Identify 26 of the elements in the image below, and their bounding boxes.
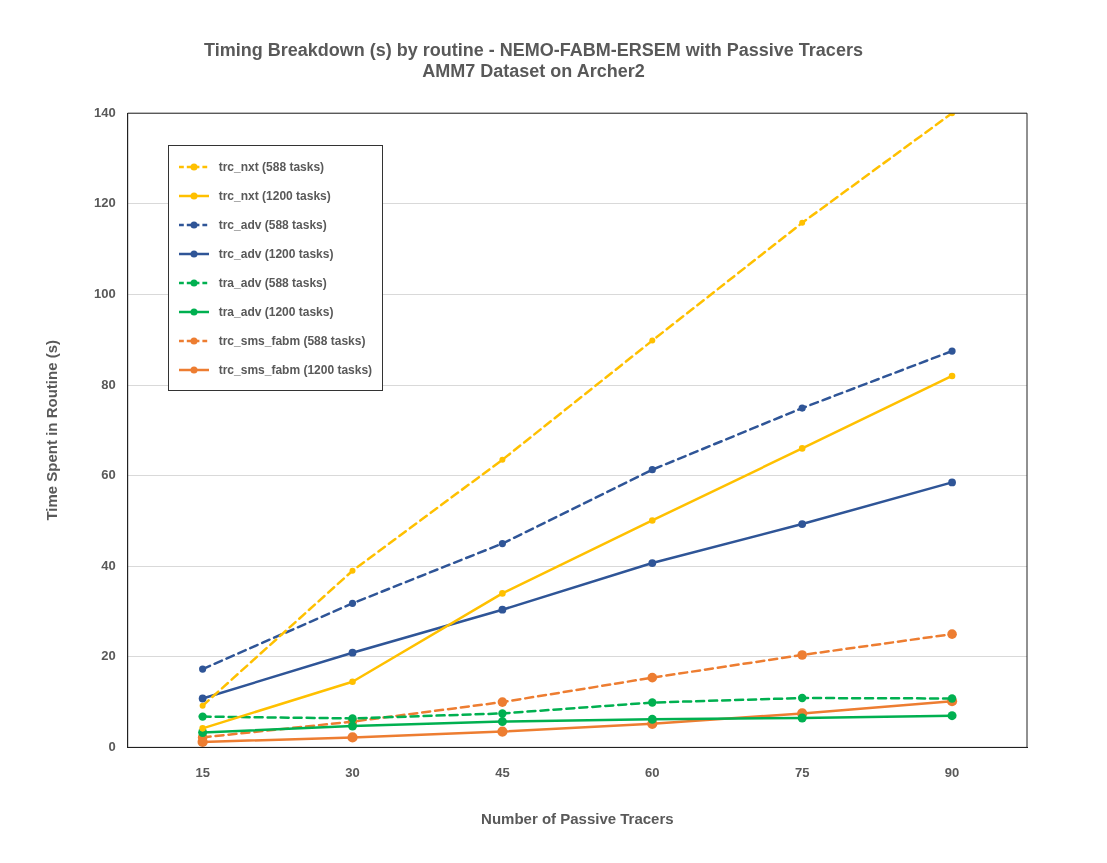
- y-tick-label: 80: [101, 376, 116, 392]
- y-axis-title: Time Spent in Routine (s): [43, 340, 61, 521]
- x-tick-label: 30: [345, 764, 360, 780]
- x-tick-label: 75: [794, 764, 810, 780]
- y-tick-label: 20: [101, 648, 116, 664]
- y-tick-label: 60: [101, 467, 116, 483]
- legend-label: trc_sms_fabm (588 tasks): [218, 333, 366, 348]
- chart-title: Timing Breakdown (s) by routine - NEMO-FABM-ERSEM with Passive Tracers: [204, 39, 863, 60]
- legend-label: trc_adv (1200 tasks): [218, 246, 334, 261]
- legend-label: trc_adv (588 tasks): [218, 217, 327, 232]
- legend-label: trc_nxt (1200 tasks): [218, 188, 331, 203]
- y-tick-label: 0: [108, 738, 116, 754]
- legend-label: tra_adv (1200 tasks): [218, 304, 334, 319]
- x-tick-label: 15: [195, 764, 210, 780]
- y-tick-label: 40: [101, 557, 116, 573]
- legend-label: trc_nxt (588 tasks): [218, 159, 325, 174]
- y-tick-label: 100: [93, 285, 116, 301]
- y-tick-label: 140: [93, 104, 116, 120]
- x-tick-label: 45: [495, 764, 510, 780]
- x-tick-label: 60: [645, 764, 660, 780]
- x-tick-label: 90: [944, 764, 960, 780]
- y-tick-label: 120: [93, 195, 116, 211]
- legend-label: trc_sms_fabm (1200 tasks): [218, 362, 373, 377]
- chart-subtitle: AMM7 Dataset on Archer2: [422, 61, 645, 82]
- legend-label: tra_adv (588 tasks): [218, 275, 327, 290]
- x-axis-title: Number of Passive Tracers: [481, 810, 674, 828]
